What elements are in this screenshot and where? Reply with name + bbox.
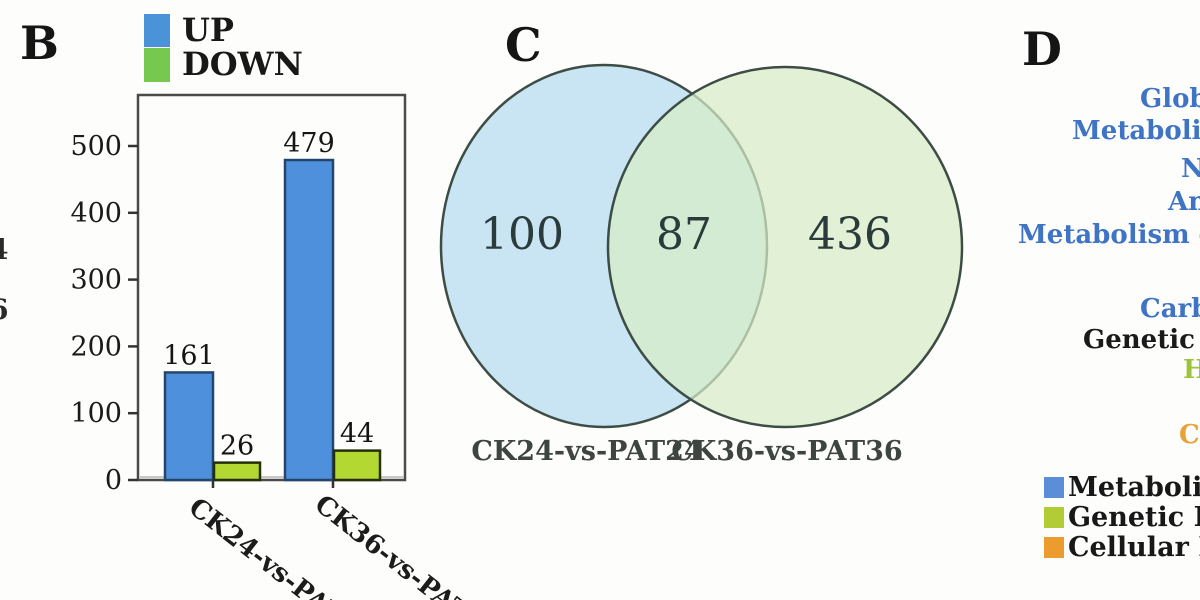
bar-up: [163, 371, 215, 482]
d-legend-cellular-swatch: [1044, 537, 1064, 558]
y-axis-tick-label: 0: [105, 465, 122, 496]
d-legend-metabolism-swatch: [1044, 477, 1064, 498]
bar-down: [332, 449, 382, 482]
d-legend-genetic-swatch: [1044, 507, 1064, 528]
y-axis-tick-label: 500: [70, 131, 122, 162]
pathway-label-global: Globa: [1140, 84, 1200, 114]
bar-down: [212, 461, 262, 482]
legend-up-swatch: [144, 14, 170, 47]
pathway-label-genetic-in: Genetic In: [1083, 325, 1200, 355]
venn-count-intersection: 87: [656, 209, 712, 260]
bar-up: [283, 158, 335, 482]
y-axis-tick-label: 300: [70, 265, 122, 296]
pathway-label-metabolism: Metabolism: [1072, 116, 1200, 146]
left-edge-fragment-6: 6: [0, 296, 8, 324]
pathway-label-carb: Carb: [1140, 294, 1200, 324]
legend-up-label: UP: [182, 11, 234, 49]
d-legend-cellular-label: Cellular Pr: [1068, 532, 1200, 563]
panel-d-label: D: [1022, 22, 1062, 76]
venn-circle-ck36: [606, 65, 964, 429]
pathway-label-orange-fragment: C: [1179, 420, 1200, 450]
pathway-label-n: N: [1181, 154, 1200, 184]
y-axis-tick-label: 400: [70, 198, 122, 229]
d-legend-genetic-label: Genetic Inf: [1068, 502, 1200, 533]
venn-set-label-ck24: CK24-vs-PAT24: [471, 436, 703, 467]
bar-value-label: 161: [163, 340, 215, 371]
bar-value-label: 44: [340, 419, 374, 450]
y-axis-tick-label: 100: [70, 398, 122, 429]
panel-b-label: B: [20, 16, 59, 70]
bar-value-label: 479: [283, 128, 335, 159]
pathway-label-green-fragment: H: [1183, 355, 1200, 385]
y-axis-tick-label: 200: [70, 331, 122, 362]
pathway-label-an: An: [1168, 187, 1200, 217]
pathway-label-metabolism-of-c: Metabolism of c: [1018, 220, 1200, 250]
legend-down-swatch: [144, 48, 170, 82]
venn-count-right: 436: [808, 209, 892, 260]
venn-set-label-ck36: CK36-vs-PAT36: [671, 436, 903, 467]
d-legend-metabolism-label: Metabolism: [1068, 472, 1200, 503]
panel-c-label: C: [505, 18, 542, 72]
left-edge-fragment-4: 4: [0, 236, 8, 264]
plot-border: [136, 93, 407, 482]
legend-down-label: DOWN: [182, 45, 303, 83]
venn-count-left: 100: [480, 209, 564, 260]
bar-value-label: 26: [220, 431, 254, 462]
